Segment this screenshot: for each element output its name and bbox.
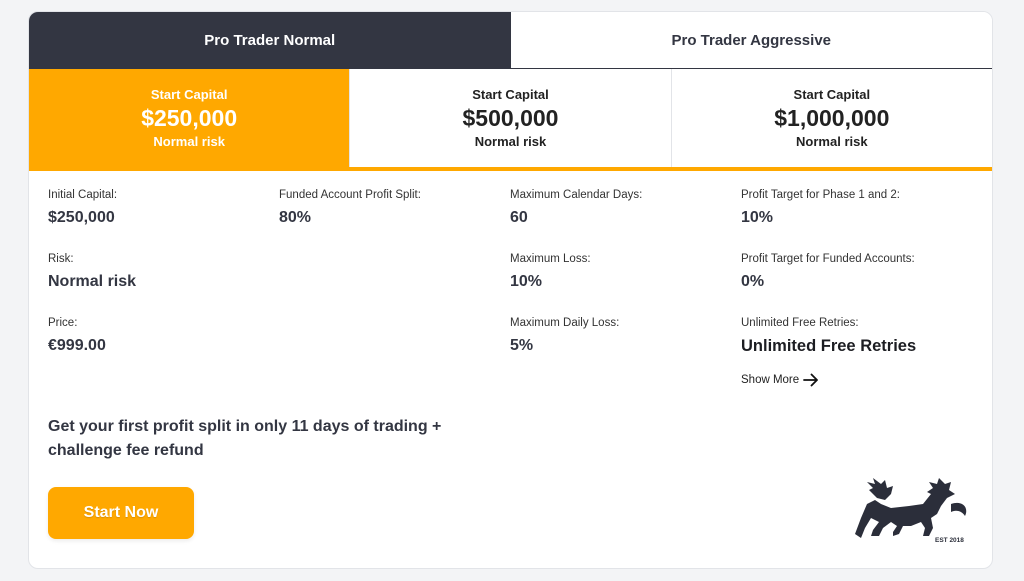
price-field: Price: €999.00 bbox=[48, 317, 136, 381]
show-more-label: Show More bbox=[741, 374, 800, 386]
capital-amount: $250,000 bbox=[141, 105, 238, 131]
profit-split-field: Funded Account Profit Split: 80% bbox=[279, 189, 421, 253]
logo-est-text: EST 2018 bbox=[935, 537, 964, 544]
free-retries-field: Unlimited Free Retries: Unlimited Free R… bbox=[741, 317, 916, 381]
details-column-4: Profit Target for Phase 1 and 2: 10% Pro… bbox=[741, 189, 916, 387]
capital-risk: Normal risk bbox=[474, 134, 547, 149]
capital-label: Start Capital bbox=[472, 87, 549, 102]
promo-text: Get your first profit split in only 11 d… bbox=[48, 418, 442, 459]
price-value: €999.00 bbox=[48, 337, 106, 354]
arrow-right-icon bbox=[803, 373, 819, 387]
capital-label: Start Capital bbox=[150, 87, 228, 102]
max-loss-label: Maximum Loss: bbox=[510, 253, 591, 265]
price-label: Price: bbox=[48, 317, 78, 329]
max-daily-loss-label: Maximum Daily Loss: bbox=[510, 317, 620, 329]
max-calendar-days-label: Maximum Calendar Days: bbox=[510, 189, 643, 201]
risk-label: Risk: bbox=[48, 253, 74, 265]
max-calendar-days-value: 60 bbox=[510, 209, 528, 226]
initial-capital-label: Initial Capital: bbox=[48, 189, 118, 201]
profit-target-phase-label: Profit Target for Phase 1 and 2: bbox=[741, 189, 900, 201]
details-column-2: Funded Account Profit Split: 80% bbox=[279, 189, 421, 253]
plan-tabs: Pro Trader Normal Pro Trader Aggressive bbox=[29, 12, 992, 68]
tab-pro-trader-aggressive[interactable]: Pro Trader Aggressive bbox=[510, 12, 992, 68]
max-daily-loss-field: Maximum Daily Loss: 5% bbox=[510, 317, 642, 381]
max-calendar-days-field: Maximum Calendar Days: 60 bbox=[510, 189, 642, 253]
capital-amount: $1,000,000 bbox=[774, 105, 890, 131]
max-daily-loss-value: 5% bbox=[510, 337, 534, 354]
max-loss-value: 10% bbox=[510, 273, 543, 290]
profit-target-phase-value: 10% bbox=[741, 209, 774, 226]
tab-pro-trader-normal[interactable]: Pro Trader Normal bbox=[29, 12, 511, 68]
plan-details: Initial Capital: $250,000 Risk: Normal r… bbox=[29, 171, 992, 401]
details-column-1: Initial Capital: $250,000 Risk: Normal r… bbox=[48, 189, 136, 381]
griffin-logo-icon: EST 2018 bbox=[855, 478, 967, 544]
show-more-link[interactable]: Show More bbox=[741, 373, 916, 387]
pricing-card: Pro Trader Normal Pro Trader Aggressive … bbox=[28, 11, 993, 569]
initial-capital-value: $250,000 bbox=[48, 209, 115, 226]
details-column-3: Maximum Calendar Days: 60 Maximum Loss: … bbox=[510, 189, 642, 381]
start-now-button[interactable]: Start Now bbox=[48, 487, 194, 539]
capital-label: Start Capital bbox=[793, 87, 871, 102]
max-loss-field: Maximum Loss: 10% bbox=[510, 253, 642, 317]
capital-option-1m[interactable]: Start Capital $1,000,000 Normal risk bbox=[672, 69, 992, 167]
capital-risk: Normal risk bbox=[153, 134, 225, 149]
profit-target-funded-value: 0% bbox=[741, 273, 765, 290]
profit-target-funded-field: Profit Target for Funded Accounts: 0% bbox=[741, 253, 916, 317]
capital-option-500k[interactable]: Start Capital $500,000 Normal risk bbox=[350, 69, 672, 167]
risk-value: Normal risk bbox=[48, 273, 137, 290]
profit-target-funded-label: Profit Target for Funded Accounts: bbox=[741, 253, 915, 265]
profit-split-value: 80% bbox=[279, 209, 312, 226]
free-retries-label: Unlimited Free Retries: bbox=[741, 317, 859, 329]
capital-option-250k[interactable]: Start Capital $250,000 Normal risk bbox=[29, 69, 351, 167]
capital-options: Start Capital $250,000 Normal risk Start… bbox=[29, 68, 992, 171]
capital-risk: Normal risk bbox=[796, 134, 868, 149]
free-retries-value: Unlimited Free Retries bbox=[741, 337, 917, 355]
risk-field: Risk: Normal risk bbox=[48, 253, 136, 317]
capital-amount: $500,000 bbox=[462, 105, 559, 131]
brand-logo: EST 2018 bbox=[851, 474, 971, 544]
profit-split-label: Funded Account Profit Split: bbox=[279, 189, 421, 201]
initial-capital-field: Initial Capital: $250,000 bbox=[48, 189, 136, 253]
profit-target-phase-field: Profit Target for Phase 1 and 2: 10% bbox=[741, 189, 916, 253]
